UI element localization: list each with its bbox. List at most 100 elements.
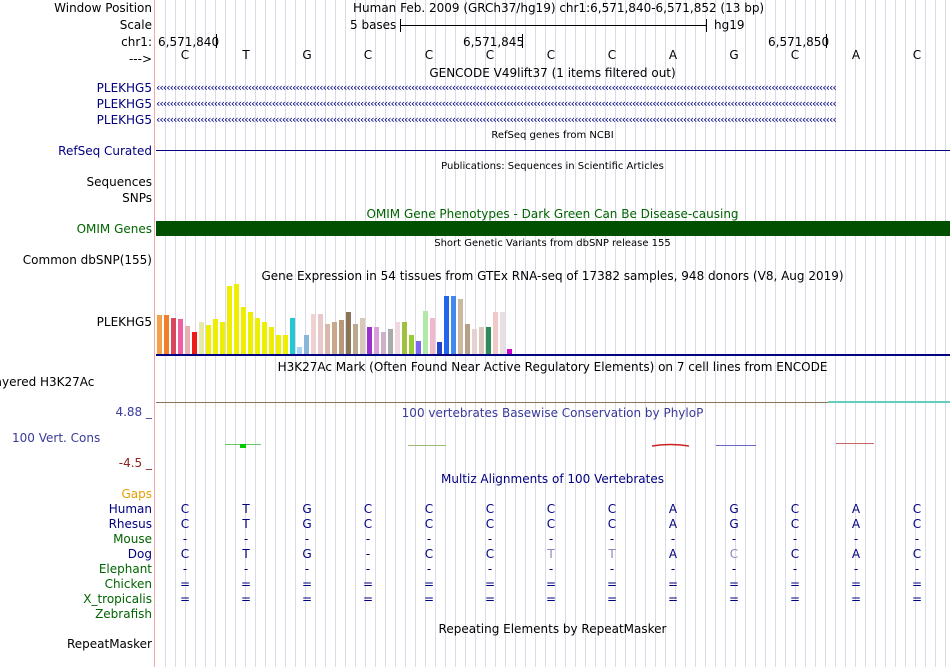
gtex-tissue-bar[interactable] [360,318,365,354]
gtex-track-title[interactable]: Gene Expression in 54 tissues from GTEx … [261,269,844,283]
gencode-label-3[interactable]: PLEKHG5 [96,113,152,127]
gencode-label-2[interactable]: PLEKHG5 [96,97,152,111]
gtex-tissue-bar[interactable] [465,324,470,354]
dbsnp-label[interactable]: Common dbSNP(155) [22,253,152,267]
gtex-tissue-bar[interactable] [311,314,316,354]
multiz-species-label[interactable]: Dog [127,547,152,561]
gtex-tissue-bar[interactable] [388,329,393,354]
gtex-tissue-bar[interactable] [346,312,351,354]
multiz-species-label[interactable]: Zebrafish [95,607,152,621]
gtex-tissue-bar[interactable] [437,342,442,354]
publications-snps-label[interactable]: SNPs [122,191,152,205]
gtex-tissue-bar[interactable] [185,326,190,354]
gtex-tissue-bar[interactable] [304,335,309,354]
multiz-species-label[interactable]: Rhesus [108,517,152,531]
gtex-tissue-bar[interactable] [374,327,379,354]
gtex-tissue-bar[interactable] [381,332,386,354]
gtex-tissue-bar[interactable] [248,312,253,354]
refseq-label[interactable]: RefSeq Curated [58,144,152,158]
gencode-track-title[interactable]: GENCODE V49lift37 (1 items filtered out) [429,66,676,80]
multiz-base: = [240,577,252,591]
publications-sequences-label[interactable]: Sequences [86,175,152,189]
multiz-species-label[interactable]: X_tropicalis [83,592,152,606]
gtex-tissue-bar[interactable] [493,312,498,354]
assembly-position-title[interactable]: Human Feb. 2009 (GRCh37/hg19) chr1:6,571… [353,1,765,15]
gtex-tissue-bar[interactable] [486,327,491,354]
gtex-expression-chart[interactable] [156,284,950,354]
phylop-conservation-plot[interactable] [156,438,950,452]
gtex-tissue-bar[interactable] [332,322,337,354]
gtex-tissue-bar[interactable] [318,314,323,354]
multiz-gaps-label[interactable]: Gaps [121,487,152,501]
gtex-tissue-bar[interactable] [444,296,449,354]
gtex-tissue-bar[interactable] [395,322,400,354]
gtex-tissue-bar[interactable] [325,324,330,354]
gtex-tissue-bar[interactable] [171,318,176,354]
grid-line [795,0,796,667]
gtex-tissue-bar[interactable] [255,318,260,354]
gtex-tissue-bar[interactable] [367,327,372,354]
gtex-tissue-bar[interactable] [178,319,183,354]
gtex-tissue-bar[interactable] [430,318,435,354]
gencode-label-1[interactable]: PLEKHG5 [96,81,152,95]
gtex-tissue-bar[interactable] [157,315,162,354]
gtex-tissue-bar[interactable] [451,296,456,354]
gtex-tissue-bar[interactable] [213,319,218,354]
publications-track-title[interactable]: Publications: Sequences in Scientific Ar… [441,161,664,172]
multiz-base: A [668,502,678,516]
dbsnp-track-title[interactable]: Short Genetic Variants from dbSNP releas… [434,238,671,249]
omim-gene-bar[interactable] [156,221,950,236]
gtex-label[interactable]: PLEKHG5 [96,315,152,329]
gtex-tissue-bar[interactable] [500,312,505,354]
omim-track-title[interactable]: OMIM Gene Phenotypes - Dark Green Can Be… [366,207,739,221]
h3k27ac-label[interactable]: Layered H3K27Ac [0,375,95,389]
refseq-gene-line[interactable] [156,150,950,151]
gtex-tissue-bar[interactable] [283,335,288,354]
gencode-transcript-2[interactable]: ‹‹‹‹‹‹‹‹‹‹‹‹‹‹‹‹‹‹‹‹‹‹‹‹‹‹‹‹‹‹‹‹‹‹‹‹‹‹‹‹… [156,99,837,109]
multiz-base: G [302,547,312,561]
gtex-tissue-bar[interactable] [199,322,204,354]
omim-label[interactable]: OMIM Genes [76,222,152,236]
gtex-tissue-bar[interactable] [269,327,274,354]
gtex-tissue-bar[interactable] [472,329,477,354]
gtex-tissue-bar[interactable] [423,311,428,354]
gtex-tissue-bar[interactable] [192,332,197,354]
multiz-species-label[interactable]: Chicken [104,577,152,591]
multiz-species-label[interactable]: Human [108,502,152,516]
gtex-tissue-bar[interactable] [164,315,169,354]
gtex-tissue-bar[interactable] [479,327,484,354]
h3k27ac-track-title[interactable]: H3K27Ac Mark (Often Found Near Active Re… [277,360,828,374]
gtex-tissue-bar[interactable] [262,322,267,354]
phylop-label[interactable]: 100 Vert. Cons [12,431,101,445]
multiz-species-label[interactable]: Elephant [98,562,152,576]
gtex-tissue-bar[interactable] [290,318,295,354]
repeatmasker-track-title[interactable]: Repeating Elements by RepeatMasker [438,622,667,636]
gtex-tissue-bar[interactable] [507,349,512,354]
gencode-transcript-1[interactable]: ‹‹‹‹‹‹‹‹‹‹‹‹‹‹‹‹‹‹‹‹‹‹‹‹‹‹‹‹‹‹‹‹‹‹‹‹‹‹‹‹… [156,83,837,93]
multiz-species-label[interactable]: Mouse [113,532,152,546]
grid-line [285,0,286,667]
gtex-tissue-bar[interactable] [458,299,463,354]
gtex-tissue-bar[interactable] [276,335,281,354]
gtex-tissue-bar[interactable] [353,324,358,354]
repeatmasker-label[interactable]: RepeatMasker [66,637,152,651]
grid-line [875,0,876,667]
multiz-track-title[interactable]: Multiz Alignments of 100 Vertebrates [440,472,665,486]
gtex-tissue-bar[interactable] [339,320,344,354]
multiz-base: T [242,547,250,561]
multiz-base: = [545,577,557,591]
grid-line [695,0,696,667]
reference-base: G [302,48,312,62]
gtex-tissue-bar[interactable] [241,307,246,354]
gtex-tissue-bar[interactable] [297,347,302,354]
gtex-tissue-bar[interactable] [220,322,225,354]
phylop-track-title[interactable]: 100 vertebrates Basewise Conservation by… [401,406,704,420]
gtex-tissue-bar[interactable] [227,286,232,354]
gtex-tissue-bar[interactable] [402,322,407,354]
gtex-tissue-bar[interactable] [409,335,414,354]
gtex-tissue-bar[interactable] [206,325,211,354]
refseq-track-title[interactable]: RefSeq genes from NCBI [491,130,614,141]
gtex-tissue-bar[interactable] [234,284,239,354]
gtex-tissue-bar[interactable] [416,341,421,354]
gencode-transcript-3[interactable]: ‹‹‹‹‹‹‹‹‹‹‹‹‹‹‹‹‹‹‹‹‹‹‹‹‹‹‹‹‹‹‹‹‹‹‹‹‹‹‹‹… [156,115,837,125]
